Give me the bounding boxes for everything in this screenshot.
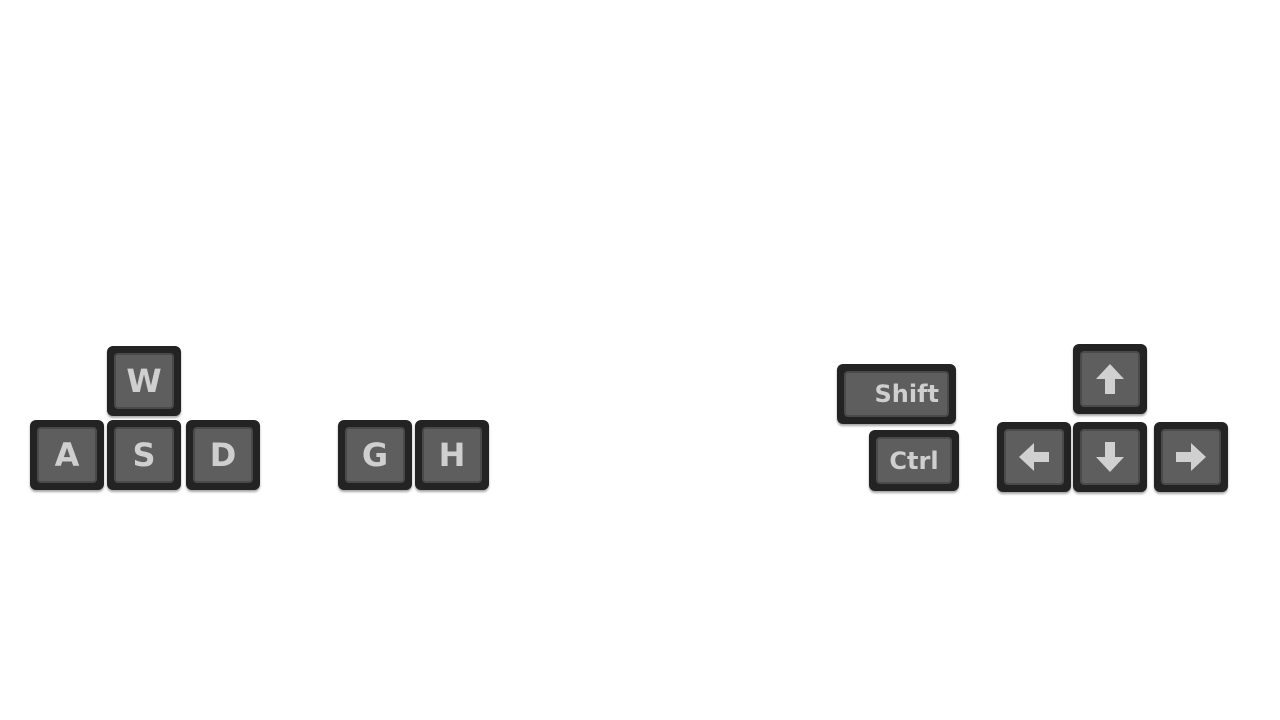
key-arrow-right[interactable] (1154, 422, 1228, 492)
key-arrow-down[interactable] (1073, 422, 1147, 492)
key-d-label: D (193, 427, 253, 483)
key-a-label: A (37, 427, 97, 483)
arrow-down-icon (1096, 442, 1124, 472)
key-arrow-left[interactable] (997, 422, 1071, 492)
arrow-right-icon (1176, 443, 1206, 471)
arrow-up-icon (1096, 364, 1124, 394)
key-s[interactable]: S (107, 420, 181, 490)
key-w[interactable]: W (107, 346, 181, 416)
key-d[interactable]: D (186, 420, 260, 490)
key-g[interactable]: G (338, 420, 412, 490)
arrow-left-icon (1019, 443, 1049, 471)
key-s-label: S (114, 427, 174, 483)
key-ctrl-label: Ctrl (876, 437, 952, 484)
key-h[interactable]: H (415, 420, 489, 490)
key-w-label: W (114, 353, 174, 409)
key-g-label: G (345, 427, 405, 483)
key-a[interactable]: A (30, 420, 104, 490)
key-h-label: H (422, 427, 482, 483)
key-shift-label: Shift (844, 371, 949, 417)
key-arrow-up[interactable] (1073, 344, 1147, 414)
key-ctrl[interactable]: Ctrl (869, 430, 959, 491)
key-shift[interactable]: Shift (837, 364, 956, 424)
